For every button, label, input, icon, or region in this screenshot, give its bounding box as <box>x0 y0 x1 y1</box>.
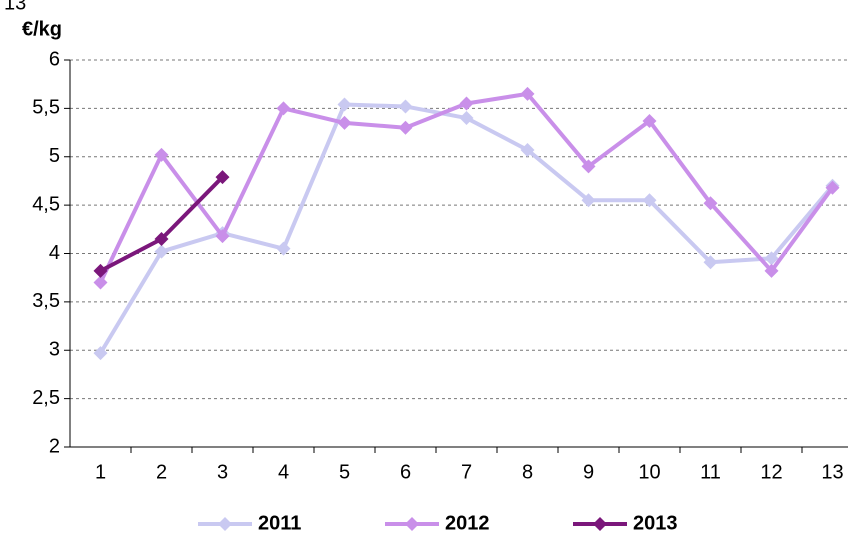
legend-marker <box>405 517 419 531</box>
y-tick-label: 4,5 <box>32 193 60 215</box>
point <box>337 115 352 130</box>
point <box>154 147 169 162</box>
point <box>93 263 108 278</box>
point <box>703 196 718 211</box>
x-tick-label: 5 <box>339 461 350 483</box>
series-line <box>98 102 835 355</box>
point <box>764 251 779 266</box>
y-tick-label: 2 <box>49 435 60 457</box>
point <box>520 142 535 157</box>
point <box>93 346 108 361</box>
point <box>581 159 596 174</box>
legend-label: 2013 <box>633 512 678 534</box>
point <box>520 86 535 101</box>
x-tick-label: 7 <box>461 461 472 483</box>
x-tick-label: 2 <box>156 461 167 483</box>
y-tick-label: 6 <box>49 48 60 70</box>
point <box>825 180 840 195</box>
point <box>154 231 169 246</box>
x-tick-label: 1 <box>95 461 106 483</box>
x-tick-label: 10 <box>638 461 660 483</box>
x-tick-label: 4 <box>278 461 289 483</box>
point <box>276 241 291 256</box>
point <box>459 96 474 111</box>
point <box>154 244 169 259</box>
point <box>459 111 474 126</box>
x-tick-label: 12 <box>760 461 782 483</box>
x-tick-label: 6 <box>400 461 411 483</box>
y-tick-label: 3 <box>49 339 60 361</box>
legend-label: 2011 <box>258 512 301 534</box>
point <box>398 99 413 114</box>
point <box>642 193 657 208</box>
legend-marker <box>218 517 232 531</box>
y-tick-label: 3,5 <box>32 290 60 312</box>
y-tick-label: 5,5 <box>32 97 60 119</box>
legend-label: 2012 <box>445 512 490 534</box>
x-tick-label: 11 <box>700 461 721 483</box>
point <box>276 101 291 116</box>
y-tick-label: 5 <box>49 145 60 167</box>
point <box>581 193 596 208</box>
point <box>215 229 230 244</box>
x-tick-label: 13 <box>821 461 843 483</box>
point <box>398 120 413 135</box>
corner-label: 13 <box>4 0 26 14</box>
point <box>337 97 352 112</box>
x-tick-label: 3 <box>217 461 228 483</box>
legend-marker <box>593 517 607 531</box>
point <box>215 170 230 185</box>
point <box>764 263 779 278</box>
point <box>703 255 718 270</box>
y-tick-label: 4 <box>49 242 60 264</box>
x-tick-label: 9 <box>583 461 594 483</box>
y-axis-label: €/kg <box>22 18 62 40</box>
point <box>642 113 657 128</box>
y-tick-label: 2,5 <box>32 387 60 409</box>
x-tick-label: 8 <box>522 461 533 483</box>
point <box>93 275 108 290</box>
